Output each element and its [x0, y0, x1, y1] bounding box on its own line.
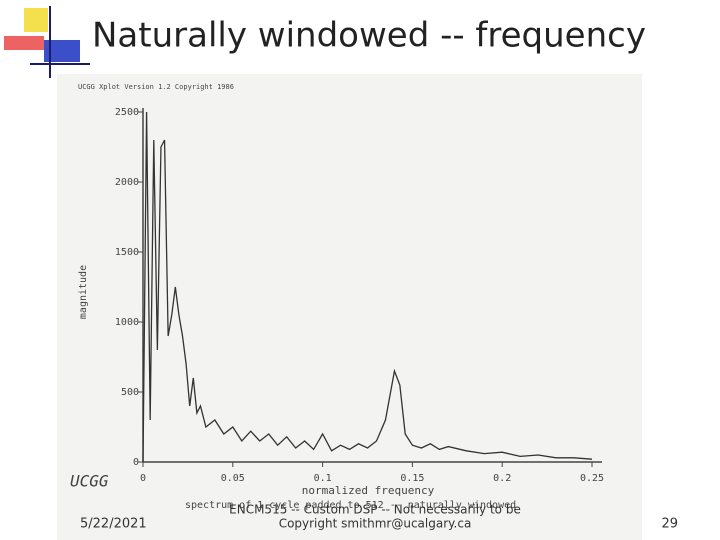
x-tick-label: 0.25 — [580, 473, 604, 484]
page-number: 29 — [661, 517, 678, 532]
footer: ENCM515 -- Custom DSP -- Not necessarily… — [229, 503, 521, 517]
deco-yellow — [24, 8, 48, 32]
slide-title: Naturally windowed -- frequency — [92, 16, 646, 56]
y-tick-label: 0 — [133, 457, 139, 468]
y-axis-label: magnitude — [78, 265, 89, 319]
series-line — [142, 111, 593, 463]
x-tick-label: 0.05 — [221, 473, 245, 484]
x-tick-label: 0.15 — [400, 473, 424, 484]
copyright: Copyright smithmr@ucalgary.ca — [279, 517, 472, 531]
x-tick-label: 0.2 — [493, 473, 511, 484]
x-tick-label: 0.1 — [314, 473, 332, 484]
logo: UCGG — [70, 472, 109, 491]
deco-blue — [44, 40, 80, 62]
deco-red — [4, 36, 44, 50]
y-tick-label: 500 — [121, 387, 139, 398]
y-tick-label: 2500 — [115, 107, 139, 118]
date: 5/22/2021 — [80, 517, 147, 532]
y-tick-label: 2000 — [115, 177, 139, 188]
x-axis-label: normalized frequency — [302, 484, 435, 497]
y-tick-label: 1000 — [115, 317, 139, 328]
caption: spectrum of 1 cycle padded to 512 -- nat… — [185, 500, 516, 511]
x-tick-label: 0 — [140, 473, 146, 484]
chart-header: UCGG Xplot Version 1.2 Copyright 1986 — [78, 83, 234, 91]
y-tick-label: 1500 — [115, 247, 139, 258]
